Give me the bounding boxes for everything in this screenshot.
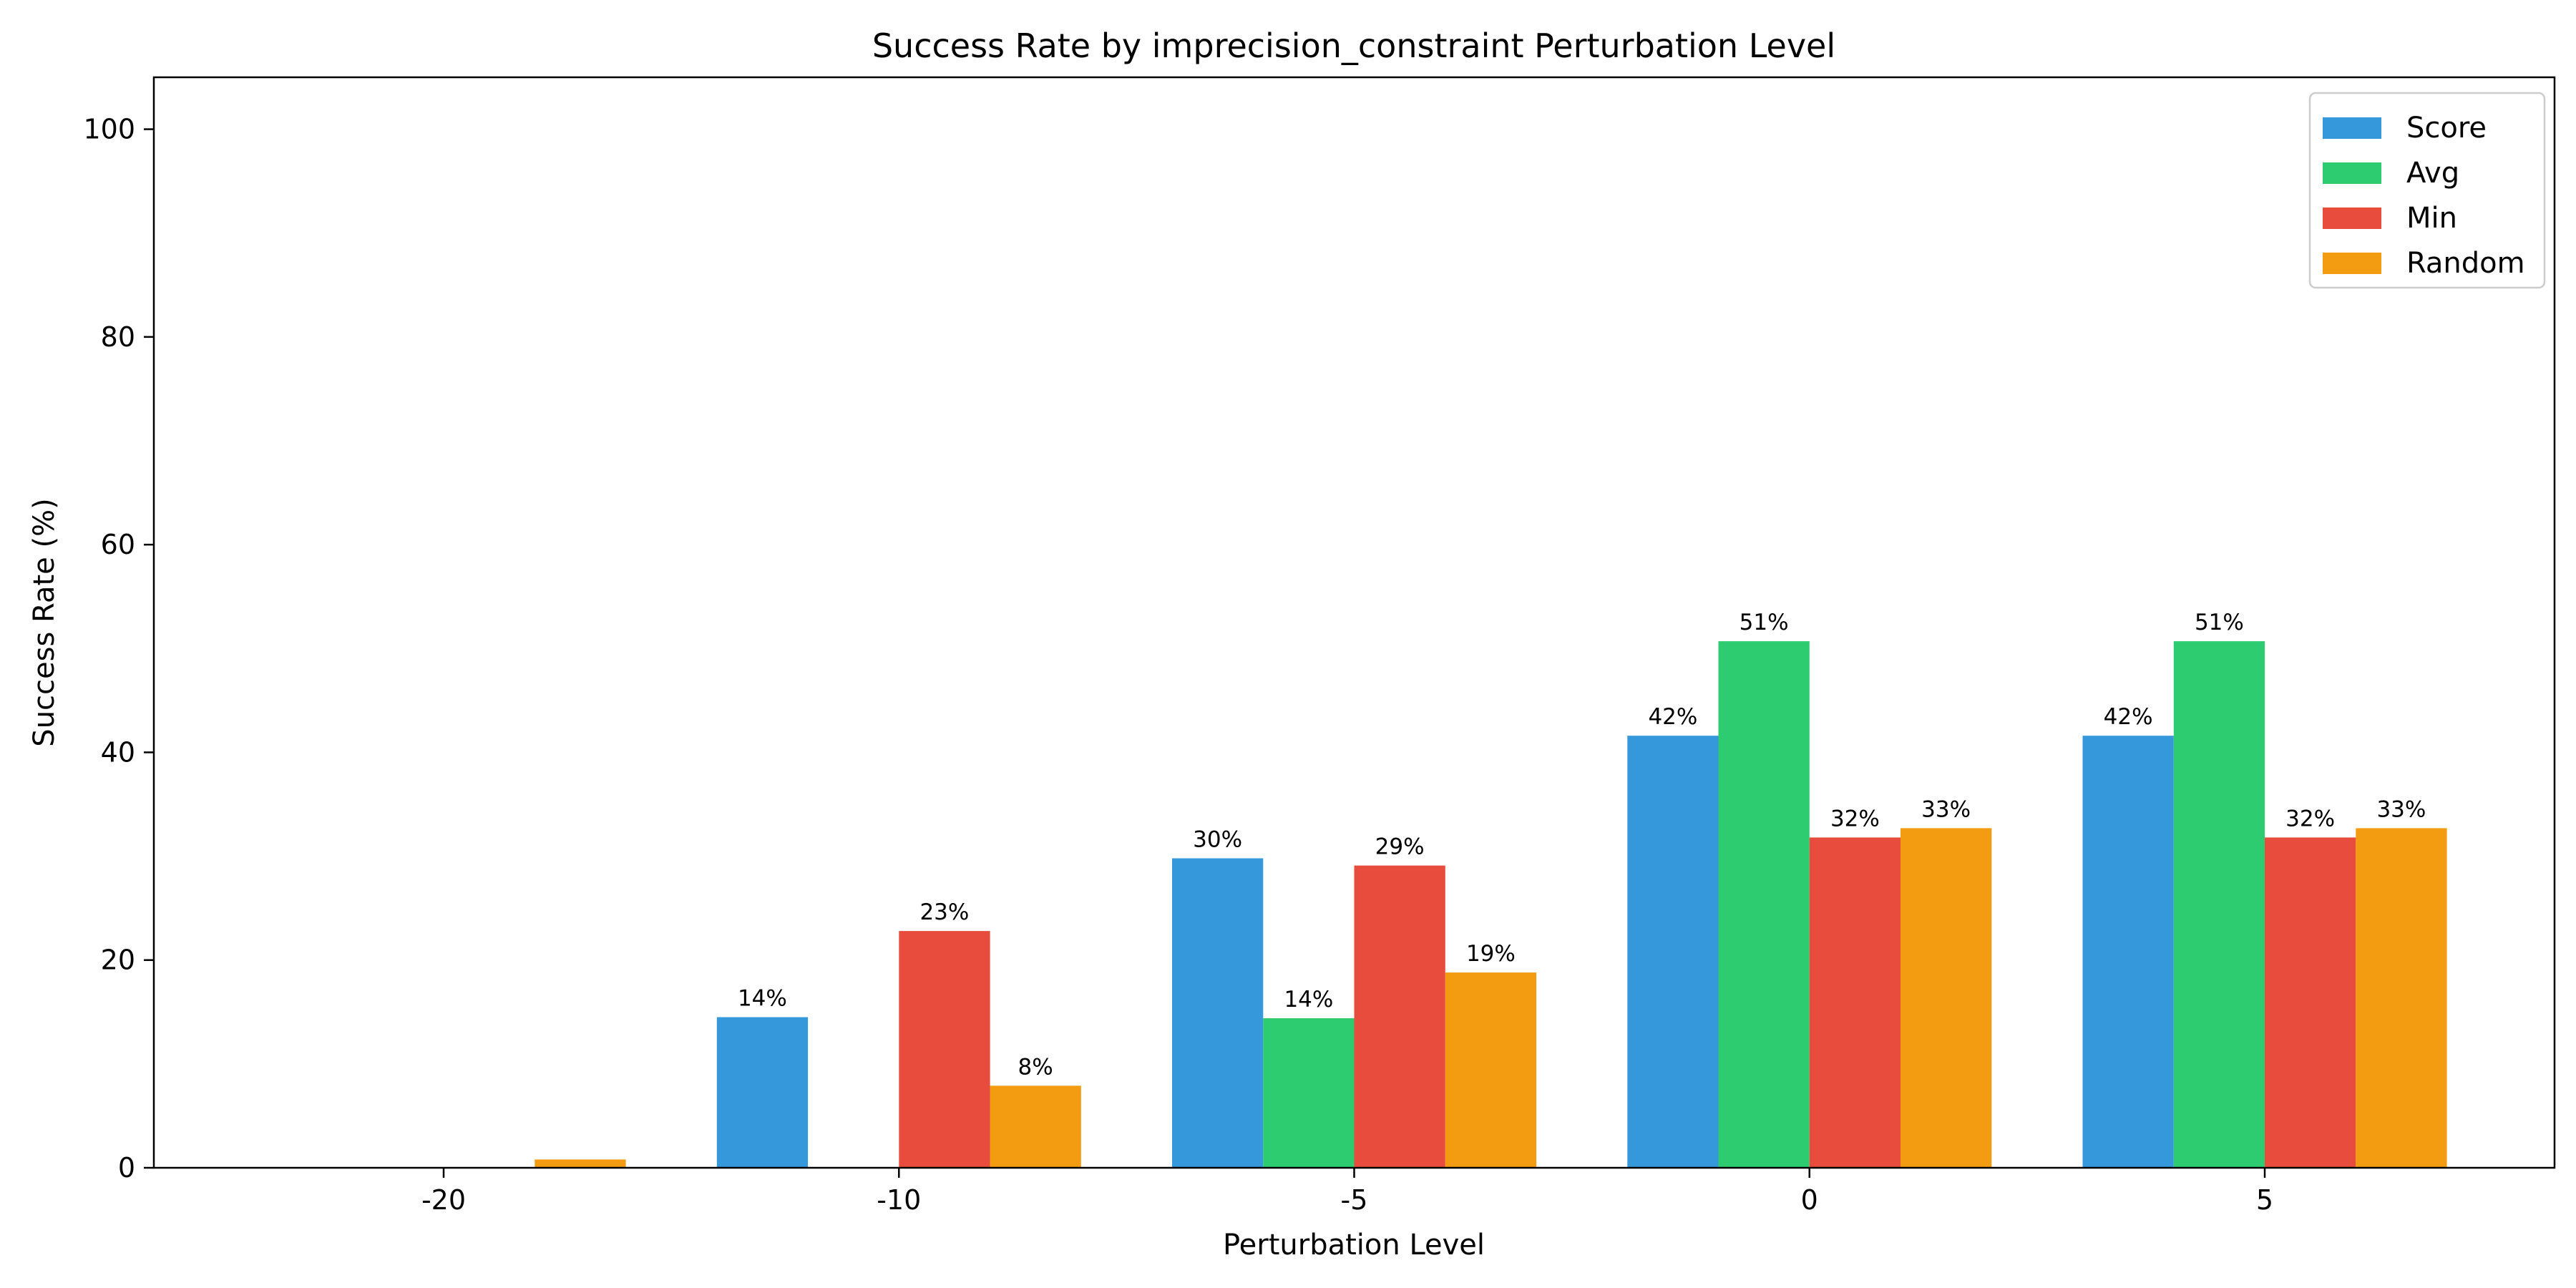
bar-random--5 (1445, 972, 1537, 1168)
y-tick-label: 100 (83, 114, 135, 145)
data-label: 32% (2285, 806, 2335, 831)
data-label: 8% (1018, 1054, 1053, 1080)
legend-frame (2308, 92, 2546, 289)
x-axis-label: Perturbation Level (1223, 1229, 1485, 1262)
chart-title: Success Rate by imprecision_constraint P… (872, 26, 1835, 65)
legend-swatch-min (2323, 208, 2381, 229)
y-axis-label: Success Rate (%) (28, 498, 61, 746)
data-label: 51% (1740, 610, 1789, 635)
bar-random--10 (990, 1085, 1081, 1168)
bar-random--20 (535, 1159, 626, 1168)
bar-score-0 (1627, 736, 1719, 1168)
bar-min--5 (1354, 865, 1445, 1168)
bar-min--10 (899, 931, 990, 1168)
data-label: 42% (1648, 704, 1697, 730)
bar-score-5 (2082, 736, 2174, 1168)
data-label: 29% (1375, 834, 1425, 860)
data-label: 19% (1466, 941, 1516, 967)
x-tick-label: 0 (1801, 1184, 1818, 1216)
data-label: 51% (2195, 610, 2244, 635)
bar-min-5 (2265, 837, 2356, 1168)
y-tick-label: 80 (101, 321, 135, 353)
bar-random-0 (1901, 828, 1992, 1168)
legend-swatch-score (2323, 117, 2381, 139)
data-label: 32% (1830, 806, 1880, 831)
legend-label-avg: Avg (2406, 157, 2459, 190)
legend-swatch-random (2323, 253, 2381, 274)
y-axis: 0 20 40 60 80 100 (83, 114, 154, 1184)
x-axis: -20 -10 -5 0 5 (421, 1168, 2273, 1216)
x-tick-label: -20 (421, 1184, 466, 1216)
x-tick-label: -5 (1341, 1184, 1368, 1216)
legend-label-random: Random (2406, 247, 2525, 280)
bar-random-5 (2356, 828, 2447, 1168)
data-label: 33% (1921, 796, 1971, 822)
data-label: 14% (1284, 987, 1333, 1013)
y-tick-label: 60 (101, 529, 135, 560)
legend: Score Avg Min Random (2308, 92, 2546, 289)
data-label: 23% (919, 899, 969, 925)
bar-score--5 (1172, 858, 1264, 1168)
y-tick-label: 40 (101, 736, 135, 768)
legend-swatch-avg (2323, 162, 2381, 184)
bar-min-0 (1809, 837, 1901, 1168)
legend-label-score: Score (2406, 112, 2487, 145)
legend-label-min: Min (2406, 202, 2457, 235)
bars-layer (535, 641, 2447, 1168)
data-label: 42% (2104, 704, 2153, 730)
y-tick-label: 0 (118, 1152, 135, 1184)
bar-avg--5 (1263, 1018, 1355, 1168)
data-label: 14% (738, 986, 787, 1012)
data-label: 30% (1193, 827, 1242, 853)
x-tick-label: -10 (877, 1184, 921, 1216)
data-label: 33% (2376, 796, 2426, 822)
x-tick-label: 5 (2256, 1184, 2273, 1216)
bar-avg-0 (1718, 641, 1810, 1168)
data-labels-layer: 14% 30% 42% 42% 14% 51% 51% 23% 29% 32% 32% 8% 19% 33… (738, 610, 2426, 1080)
y-tick-label: 20 (101, 945, 135, 976)
bar-avg-5 (2173, 641, 2265, 1168)
bar-score--10 (716, 1017, 809, 1168)
